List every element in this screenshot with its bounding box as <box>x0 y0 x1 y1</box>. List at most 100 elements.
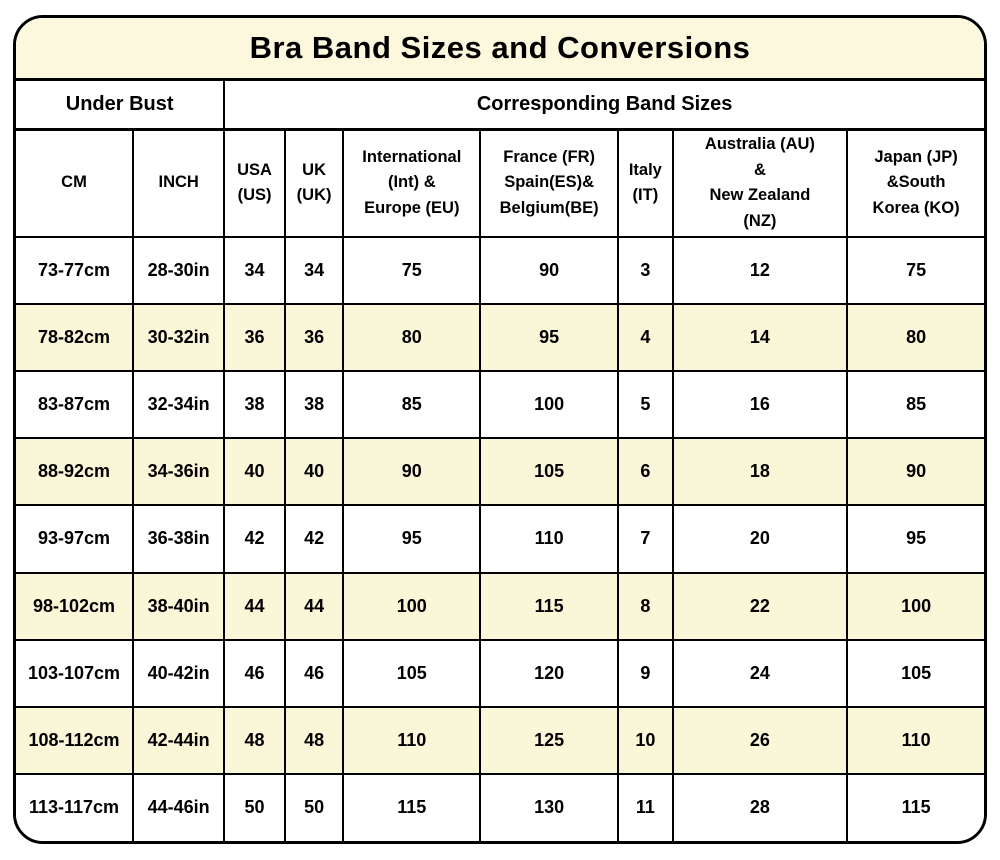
table-cell: 42-44in <box>132 705 226 775</box>
table-cell: 38 <box>283 370 345 440</box>
table-cell: 40 <box>223 437 286 507</box>
table-cell: 75 <box>342 235 482 306</box>
column-header-3: UK (UK) <box>283 128 345 238</box>
table-cell: 90 <box>479 235 620 306</box>
table-cell: 38-40in <box>132 571 226 641</box>
table-cell: 36-38in <box>132 504 226 574</box>
table-cell: 40-42in <box>132 638 226 708</box>
table-cell: 42 <box>223 504 286 574</box>
table-cell: 12 <box>671 235 849 306</box>
table-cell: 75 <box>846 235 984 306</box>
table-cell: 44 <box>223 571 286 641</box>
table-cell: 125 <box>479 705 620 775</box>
table-cell: 80 <box>342 303 482 373</box>
table-cell: 90 <box>846 437 984 507</box>
title-row: Bra Band Sizes and Conversions <box>16 18 984 81</box>
table-cell: 32-34in <box>132 370 226 440</box>
table-cell: 108-112cm <box>16 705 135 775</box>
group-header-under-bust: Under Bust <box>16 78 226 131</box>
table-cell: 100 <box>342 571 482 641</box>
table-cell: 95 <box>342 504 482 574</box>
table-cell: 113-117cm <box>16 772 135 841</box>
table-cell: 78-82cm <box>16 303 135 373</box>
table-cell: 103-107cm <box>16 638 135 708</box>
group-header-band-sizes: Corresponding Band Sizes <box>223 78 984 131</box>
table-row: 98-102cm 38-40in 44 44 100 115 8 22 100 <box>16 571 984 641</box>
table-cell: 34-36in <box>132 437 226 507</box>
table-cell: 36 <box>283 303 345 373</box>
table-cell: 20 <box>671 504 849 574</box>
column-header-2: USA (US) <box>223 128 286 238</box>
table-cell: 50 <box>223 772 286 841</box>
table-cell: 90 <box>342 437 482 507</box>
table-cell: 4 <box>617 303 674 373</box>
table-cell: 115 <box>479 571 620 641</box>
table-cell: 48 <box>223 705 286 775</box>
table-cell: 120 <box>479 638 620 708</box>
table-cell: 18 <box>671 437 849 507</box>
table-row: 73-77cm 28-30in 34 34 75 90 3 12 75 <box>16 235 984 306</box>
table-cell: 95 <box>479 303 620 373</box>
table-cell: 5 <box>617 370 674 440</box>
page-title: Bra Band Sizes and Conversions <box>16 18 984 81</box>
table-row: 103-107cm 40-42in 46 46 105 120 9 24 105 <box>16 638 984 708</box>
table-cell: 8 <box>617 571 674 641</box>
table-row: 113-117cm 44-46in 50 50 115 130 11 28 115 <box>16 772 984 841</box>
table-cell: 34 <box>223 235 286 306</box>
column-header-4: International (Int) & Europe (EU) <box>342 128 482 238</box>
column-header-1: INCH <box>132 128 226 238</box>
table-row: 78-82cm 30-32in 36 36 80 95 4 14 80 <box>16 303 984 373</box>
table-cell: 44-46in <box>132 772 226 841</box>
table-cell: 16 <box>671 370 849 440</box>
bra-band-size-conversion-table: Bra Band Sizes and Conversions Under Bus… <box>13 15 987 844</box>
table-cell: 36 <box>223 303 286 373</box>
table-cell: 80 <box>846 303 984 373</box>
table-cell: 115 <box>846 772 984 841</box>
table-cell: 48 <box>283 705 345 775</box>
table-cell: 110 <box>479 504 620 574</box>
table-cell: 46 <box>223 638 286 708</box>
table-cell: 6 <box>617 437 674 507</box>
table-cell: 44 <box>283 571 345 641</box>
table-row: 83-87cm 32-34in 38 38 85 100 5 16 85 <box>16 370 984 440</box>
table-cell: 28-30in <box>132 235 226 306</box>
table-cell: 3 <box>617 235 674 306</box>
table-row: 93-97cm 36-38in 42 42 95 110 7 20 95 <box>16 504 984 574</box>
table-cell: 30-32in <box>132 303 226 373</box>
conversion-table: Bra Band Sizes and Conversions Under Bus… <box>16 18 984 841</box>
table-cell: 46 <box>283 638 345 708</box>
table-cell: 100 <box>479 370 620 440</box>
table-cell: 110 <box>846 705 984 775</box>
table-cell: 10 <box>617 705 674 775</box>
table-cell: 22 <box>671 571 849 641</box>
table-cell: 73-77cm <box>16 235 135 306</box>
column-header-0: CM <box>16 128 135 238</box>
table-cell: 7 <box>617 504 674 574</box>
table-body: 73-77cm 28-30in 34 34 75 90 3 12 75 78-82cm 30-32i… <box>16 235 984 841</box>
group-header-row: Under Bust Corresponding Band Sizes <box>16 78 984 131</box>
column-header-8: Japan (JP) &South Korea (KO) <box>846 128 984 238</box>
table-cell: 105 <box>479 437 620 507</box>
table-cell: 110 <box>342 705 482 775</box>
table-cell: 11 <box>617 772 674 841</box>
table-cell: 85 <box>846 370 984 440</box>
table-cell: 50 <box>283 772 345 841</box>
table-cell: 88-92cm <box>16 437 135 507</box>
table-cell: 38 <box>223 370 286 440</box>
table-cell: 105 <box>846 638 984 708</box>
table-cell: 83-87cm <box>16 370 135 440</box>
table-cell: 42 <box>283 504 345 574</box>
table-cell: 98-102cm <box>16 571 135 641</box>
table-row: 108-112cm 42-44in 48 48 110 125 10 26 110 <box>16 705 984 775</box>
table-cell: 28 <box>671 772 849 841</box>
table-row: 88-92cm 34-36in 40 40 90 105 6 18 90 <box>16 437 984 507</box>
column-header-row: CM INCH USA (US) UK (UK) International (Int)… <box>16 128 984 238</box>
column-header-6: Italy (IT) <box>617 128 674 238</box>
table-cell: 95 <box>846 504 984 574</box>
table-cell: 93-97cm <box>16 504 135 574</box>
table-cell: 85 <box>342 370 482 440</box>
table-cell: 26 <box>671 705 849 775</box>
column-header-7: Australia (AU) & New Zealand (NZ) <box>671 128 849 238</box>
table-cell: 130 <box>479 772 620 841</box>
table-cell: 14 <box>671 303 849 373</box>
